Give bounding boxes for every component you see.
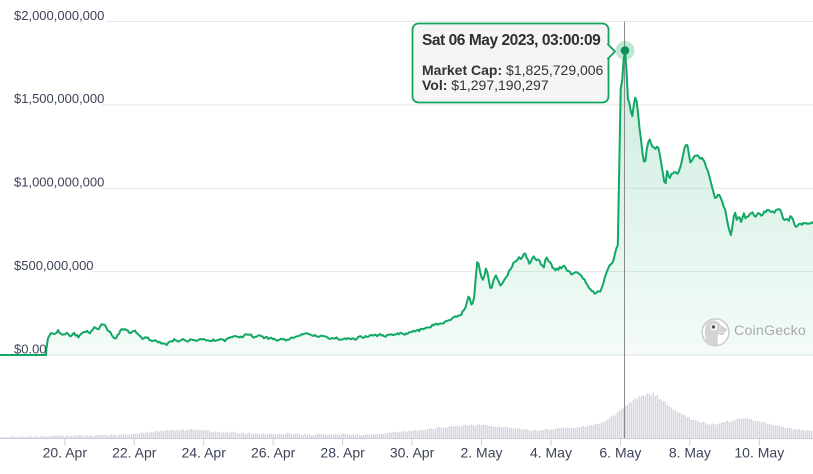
svg-text:30. Apr: 30. Apr (390, 445, 435, 461)
svg-text:4. May: 4. May (530, 445, 572, 461)
svg-text:Market Cap: $1,825,729,006: Market Cap: $1,825,729,006 (422, 62, 604, 78)
svg-text:$1,500,000,000: $1,500,000,000 (14, 91, 104, 106)
svg-text:$1,000,000,000: $1,000,000,000 (14, 175, 104, 190)
svg-text:2. May: 2. May (460, 445, 502, 461)
svg-text:Vol: $1,297,190,297: Vol: $1,297,190,297 (422, 77, 549, 93)
svg-text:$0.00: $0.00 (14, 341, 47, 356)
svg-text:24. Apr: 24. Apr (182, 445, 227, 461)
svg-text:CoinGecko: CoinGecko (734, 323, 806, 339)
svg-text:$500,000,000: $500,000,000 (14, 258, 94, 273)
svg-text:26. Apr: 26. Apr (251, 445, 296, 461)
svg-text:6. May: 6. May (599, 445, 641, 461)
svg-text:22. Apr: 22. Apr (112, 445, 157, 461)
svg-text:20. Apr: 20. Apr (43, 445, 88, 461)
svg-text:$2,000,000,000: $2,000,000,000 (14, 8, 104, 23)
svg-text:8. May: 8. May (669, 445, 711, 461)
svg-text:28. Apr: 28. Apr (320, 445, 365, 461)
svg-text:Sat 06 May 2023, 03:00:09: Sat 06 May 2023, 03:00:09 (422, 32, 601, 49)
svg-text:10. May: 10. May (734, 445, 784, 461)
